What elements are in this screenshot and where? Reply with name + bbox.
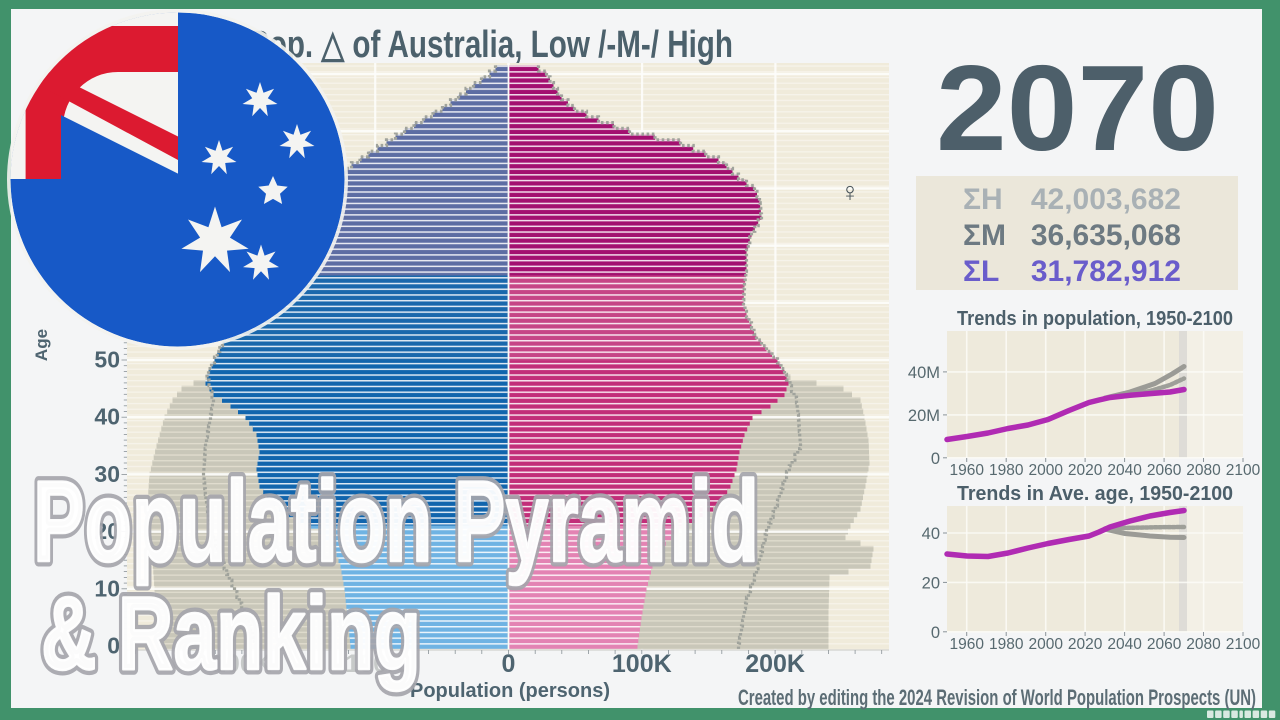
svg-text:Created by editing the 2024 Re: Created by editing the 2024 Revision of … [738, 685, 1256, 710]
svg-text:2020: 2020 [1068, 636, 1103, 653]
svg-text:1980: 1980 [989, 636, 1024, 653]
svg-text:2000: 2000 [1028, 462, 1063, 479]
svg-text:0: 0 [931, 624, 940, 642]
svg-text:Population (persons): Population (persons) [410, 680, 610, 702]
svg-text:30: 30 [94, 461, 120, 487]
svg-text:ΣM: ΣM [963, 219, 1006, 252]
svg-text:2000: 2000 [1028, 636, 1063, 653]
svg-text:Age: Age [32, 329, 51, 361]
svg-text:200K: 200K [212, 650, 272, 678]
svg-text:1980: 1980 [989, 462, 1024, 479]
svg-text:36,635,068: 36,635,068 [1031, 219, 1181, 252]
svg-text:Population Pyramid: Population Pyramid [33, 458, 759, 586]
svg-text:Trends in population, 1950-210: Trends in population, 1950-2100 [957, 308, 1233, 330]
svg-text:& Ranking: & Ranking [41, 576, 421, 692]
svg-text:10: 10 [94, 575, 120, 601]
svg-text:1960: 1960 [949, 462, 984, 479]
svg-text:2080: 2080 [1186, 636, 1221, 653]
svg-text:100K: 100K [345, 650, 405, 678]
svg-text:2020: 2020 [1068, 462, 1103, 479]
svg-text:2040: 2040 [1107, 462, 1142, 479]
svg-text:Population Pyramid: Population Pyramid [33, 458, 759, 586]
svg-text:ΣL: ΣL [963, 255, 999, 288]
svg-text:2080: 2080 [1186, 462, 1221, 479]
svg-text:40: 40 [922, 525, 940, 543]
svg-text:2070: 2070 [936, 40, 1219, 176]
svg-text:Trends in Ave. age, 1950-2100: Trends in Ave. age, 1950-2100 [957, 483, 1233, 505]
svg-text:31,782,912: 31,782,912 [1031, 255, 1181, 288]
svg-text:Pop. △ of Australia, Low /-M-/: Pop. △ of Australia, Low /-M-/ High [249, 24, 733, 66]
svg-text:2100: 2100 [1226, 462, 1261, 479]
svg-text:2100: 2100 [1226, 636, 1261, 653]
svg-text:0: 0 [107, 633, 120, 659]
svg-text:50: 50 [94, 347, 120, 373]
svg-text:0: 0 [931, 450, 940, 468]
svg-text:♀: ♀ [840, 177, 860, 207]
svg-text:2040: 2040 [1107, 636, 1142, 653]
svg-text:200K: 200K [745, 650, 805, 678]
svg-text:2060: 2060 [1147, 636, 1182, 653]
svg-text:20: 20 [922, 574, 940, 592]
svg-text:ΣH: ΣH [963, 183, 1003, 216]
svg-text:20M: 20M [908, 407, 940, 425]
svg-text:& Ranking: & Ranking [41, 576, 421, 692]
svg-text:1960: 1960 [949, 636, 984, 653]
svg-text:40M: 40M [908, 364, 940, 382]
svg-text:40: 40 [94, 404, 120, 430]
svg-text:20: 20 [94, 518, 120, 544]
svg-text:2060: 2060 [1147, 462, 1182, 479]
svg-text:100K: 100K [612, 650, 672, 678]
svg-text:42,003,682: 42,003,682 [1031, 183, 1181, 216]
svg-text:0: 0 [502, 650, 516, 678]
